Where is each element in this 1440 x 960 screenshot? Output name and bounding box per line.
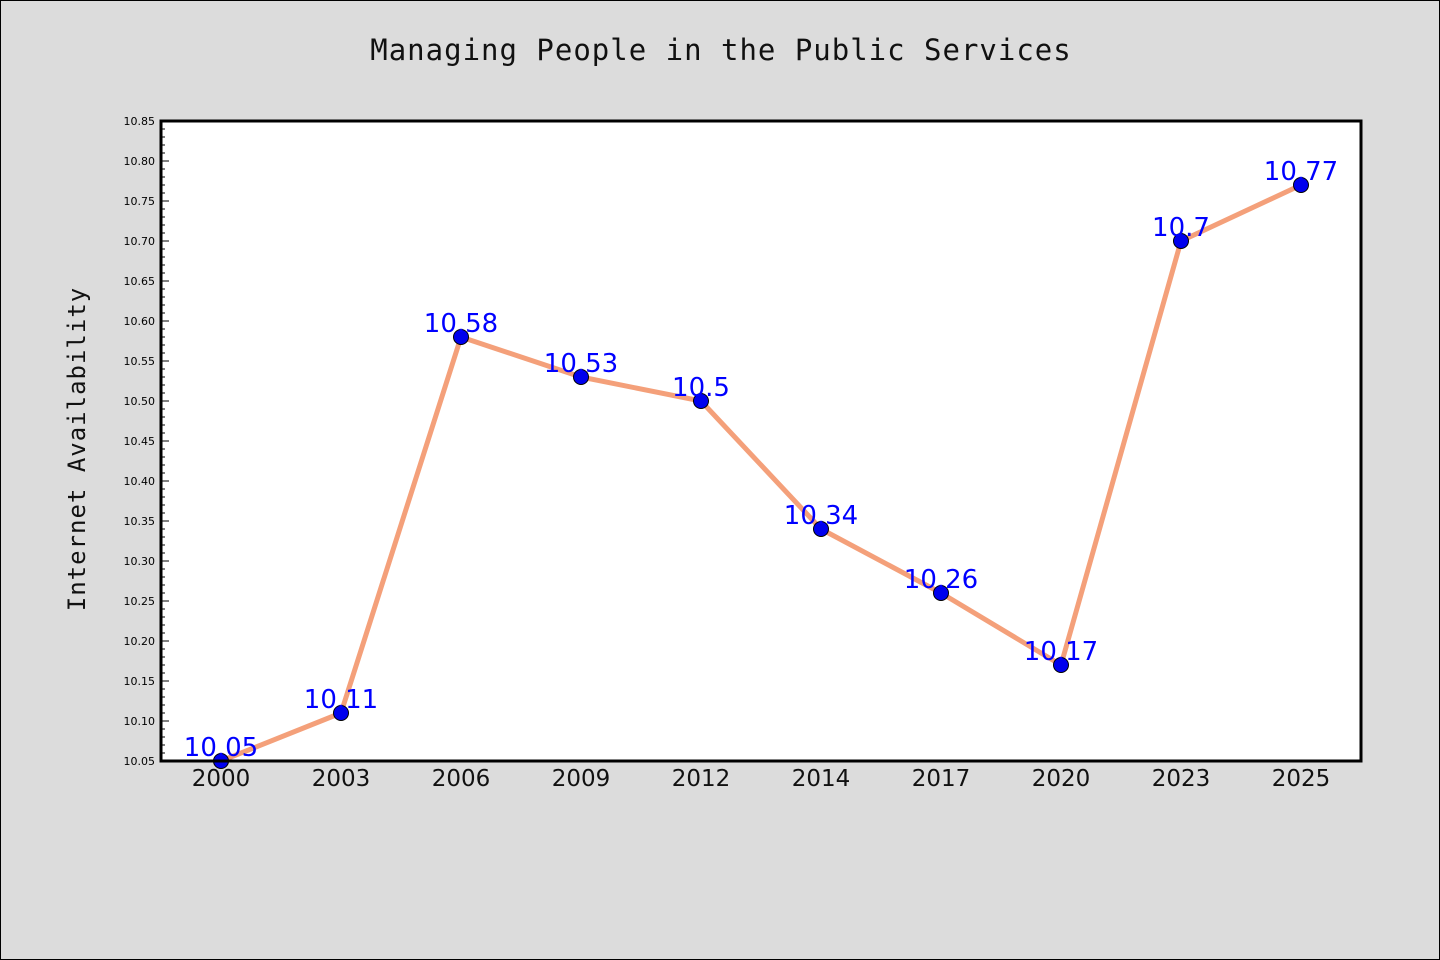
data-point — [1053, 657, 1069, 673]
y-tick-label: 10.15 — [124, 675, 156, 688]
data-point — [1293, 177, 1309, 193]
series-line — [218, 182, 1304, 764]
y-tick-label: 10.30 — [124, 555, 156, 568]
x-tick-label: 2003 — [312, 766, 371, 792]
x-tick-label: 2025 — [1272, 766, 1331, 792]
x-tick-label: 2000 — [192, 766, 251, 792]
x-tick-label: 2012 — [672, 766, 731, 792]
plot-frame — [159, 119, 1363, 763]
x-tick-label: 2014 — [792, 766, 851, 792]
y-tick-label: 10.10 — [124, 715, 156, 728]
data-label: 10.05 — [184, 733, 258, 763]
y-tick-label: 10.35 — [124, 515, 156, 528]
data-point — [573, 369, 589, 385]
data-label: 10.7 — [1152, 213, 1210, 243]
y-tick-label: 10.65 — [124, 275, 156, 288]
y-axis-ticks: 10.05 10.10 10.15 10.20 10.25 10.30 10.35 10.40… — [124, 115, 169, 768]
data-label: 10.53 — [544, 349, 618, 379]
y-tick-label: 10.75 — [124, 195, 156, 208]
x-tick-label: 2020 — [1032, 766, 1091, 792]
data-label: 10.34 — [784, 501, 858, 531]
data-point — [1173, 233, 1189, 249]
markers-group — [213, 177, 1309, 769]
series-line-group — [218, 182, 1304, 764]
y-tick-label: 10.40 — [124, 475, 156, 488]
data-point — [933, 585, 949, 601]
x-tick-label: 2006 — [432, 766, 491, 792]
chart-title: Managing People in the Public Services — [370, 33, 1072, 67]
data-label: 10.5 — [672, 373, 730, 403]
y-tick-label: 10.55 — [124, 355, 156, 368]
x-tick-label: 2017 — [912, 766, 971, 792]
y-tick-label: 10.60 — [124, 315, 156, 328]
data-point — [333, 705, 349, 721]
data-point — [813, 521, 829, 537]
x-tick-label: 2009 — [552, 766, 611, 792]
data-point — [453, 329, 469, 345]
y-tick-label: 10.25 — [124, 595, 156, 608]
x-tick-label: 2023 — [1152, 766, 1211, 792]
data-label: 10.17 — [1024, 637, 1098, 667]
y-tick-label: 10.80 — [124, 155, 156, 168]
data-label: 10.77 — [1264, 157, 1338, 187]
x-axis-ticks: 2000 2003 2006 2009 2012 2014 2017 2020 2023 2025 — [192, 766, 1331, 792]
data-label: 10.26 — [904, 565, 978, 595]
y-tick-label: 10.05 — [124, 755, 156, 768]
y-tick-label: 10.50 — [124, 395, 156, 408]
data-label: 10.11 — [304, 685, 378, 715]
data-label: 10.58 — [424, 309, 498, 339]
data-labels-group: 10.05 10.11 10.58 10.53 10.5 10.34 10.26 10.17 1… — [184, 157, 1338, 763]
y-tick-label: 10.70 — [124, 235, 156, 248]
y-tick-label: 10.20 — [124, 635, 156, 648]
data-point — [693, 393, 709, 409]
y-tick-label: 10.85 — [124, 115, 156, 128]
y-tick-label: 10.45 — [124, 435, 156, 448]
